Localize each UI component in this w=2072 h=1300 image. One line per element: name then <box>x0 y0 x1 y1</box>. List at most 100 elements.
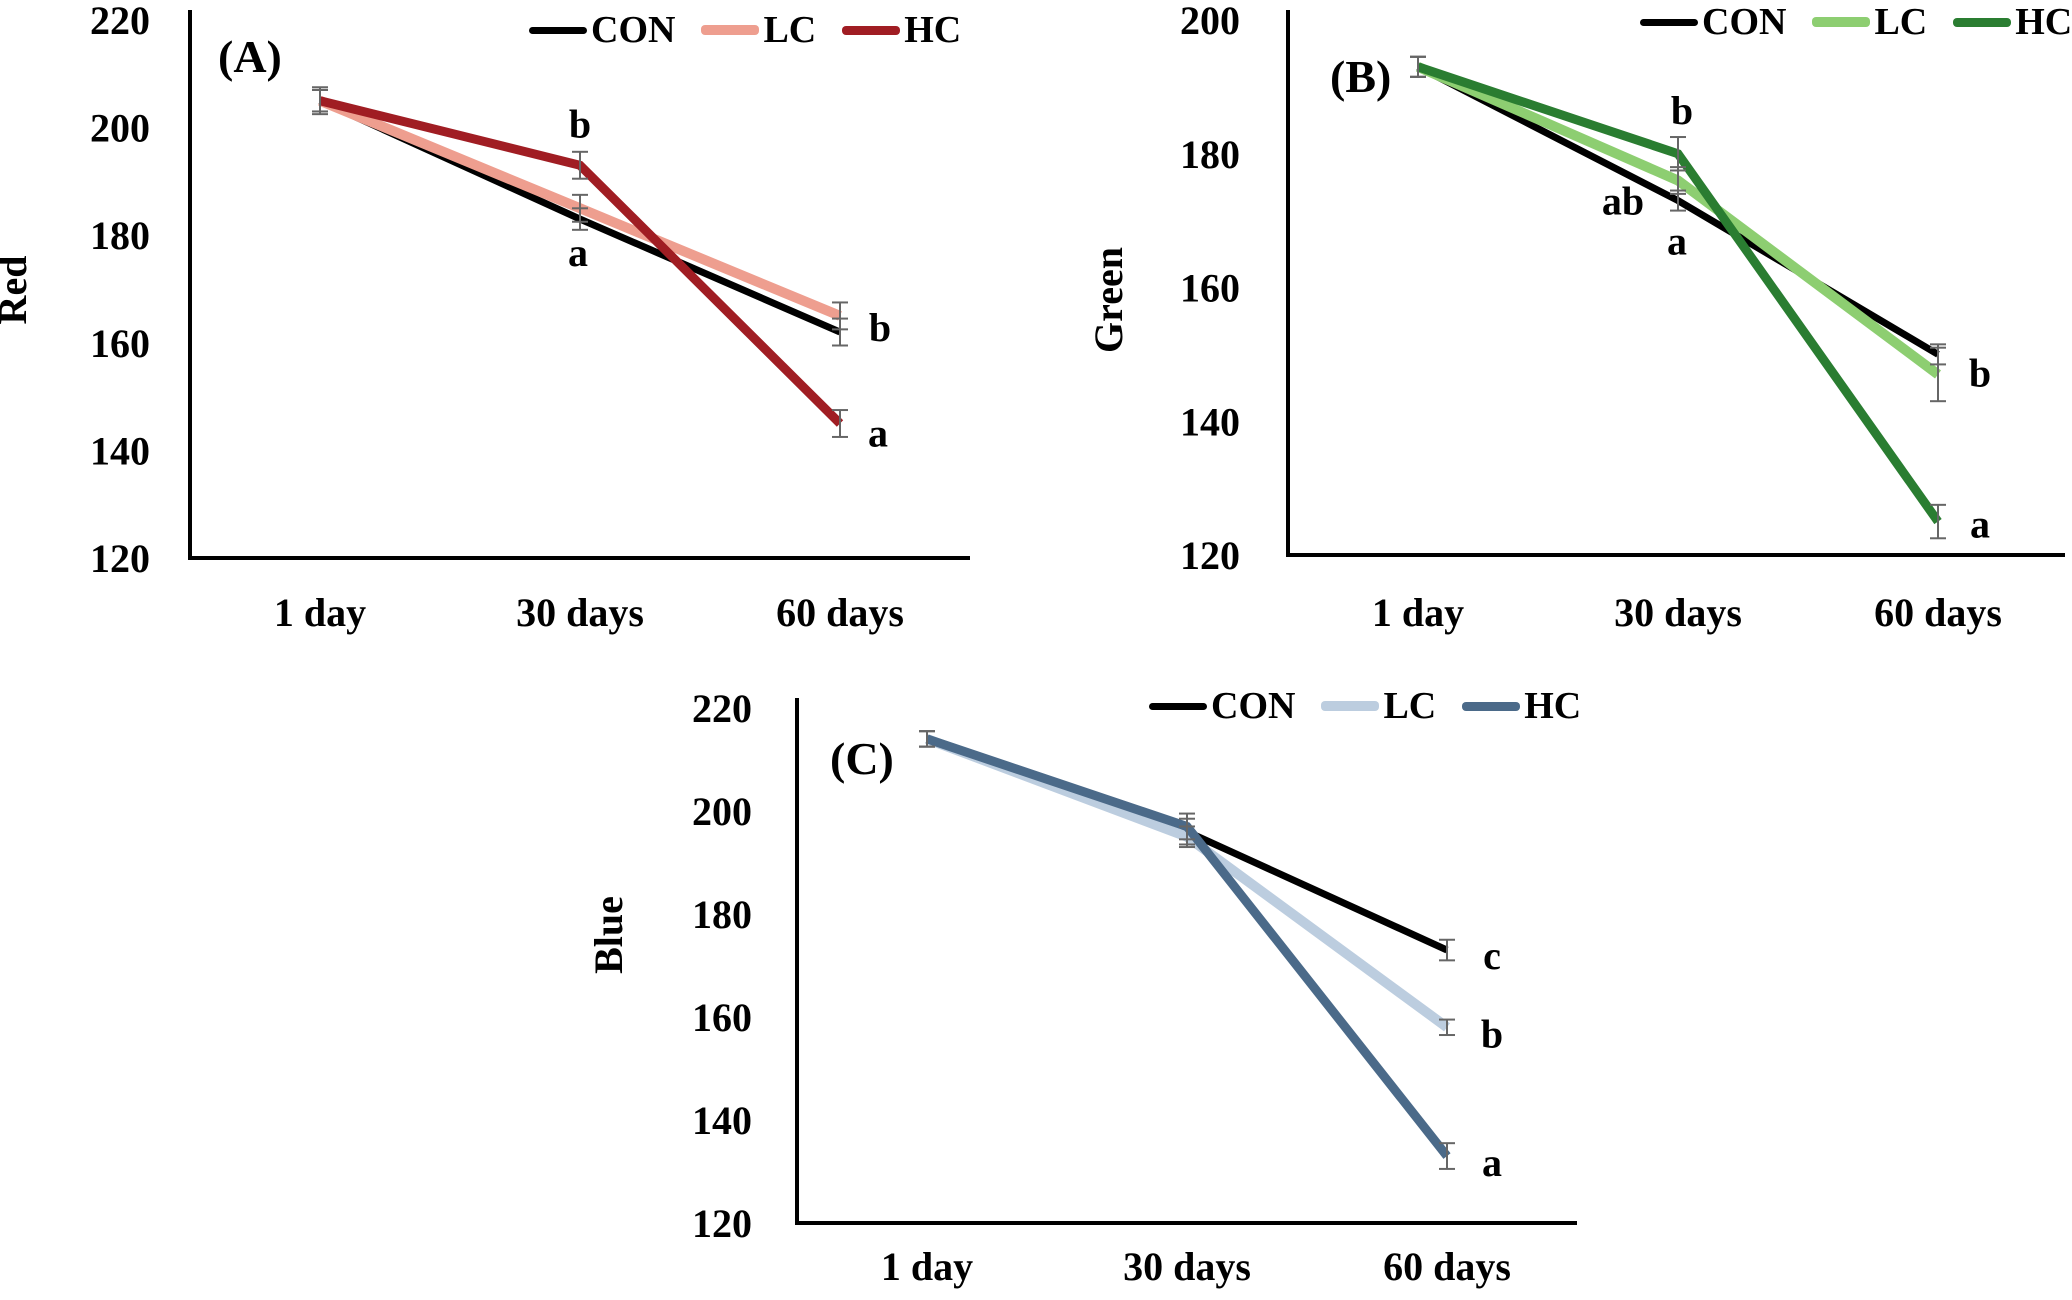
x-category-label: 60 days <box>1383 1244 1511 1289</box>
error-bar-CON-2 <box>1439 938 1455 962</box>
legend-item-CON: CON <box>1640 3 1786 41</box>
x-category-label: 1 day <box>1372 590 1464 635</box>
legend-label-HC: HC <box>2015 1 2072 43</box>
significance-letter: a <box>1667 219 1687 264</box>
x-category-label: 30 days <box>1614 590 1742 635</box>
y-tick-label: 160 <box>1180 266 1240 311</box>
y-axis-title: Green <box>1086 247 1131 353</box>
panel-letter: (B) <box>1330 51 1391 102</box>
legend-C: CON LC HC <box>1149 687 1581 725</box>
error-bar-HC-1 <box>572 150 588 180</box>
significance-letter: ab <box>1602 179 1644 224</box>
y-tick-label: 220 <box>90 0 150 43</box>
error-bar-HC-2 <box>1439 1142 1455 1170</box>
axis-lines <box>795 698 1577 1225</box>
legend-swatch-CON <box>1640 18 1698 26</box>
y-tick-label: 160 <box>692 995 752 1040</box>
legend-item-LC: LC <box>701 11 816 49</box>
x-category-label: 60 days <box>1874 590 2002 635</box>
chart-panel-red: 220 200 180 160 140 120 1 day 30 days 60 days Red… <box>0 0 1050 660</box>
error-bar-LC-2 <box>1439 1018 1455 1037</box>
x-category-label: 30 days <box>516 590 644 635</box>
chart-panel-green: 200 180 160 140 120 1 day 30 days 60 days Green (… <box>1050 0 2072 660</box>
panel-letter: (A) <box>218 31 282 82</box>
error-bar-LC-2 <box>832 301 848 331</box>
series-line-HC <box>1416 62 1942 525</box>
plot-area-A: 220 200 180 160 140 120 1 day 30 days 60 days Red… <box>0 0 970 635</box>
legend-swatch-HC <box>1953 17 2012 27</box>
legend-label-CON: CON <box>591 9 676 51</box>
significance-letter: b <box>1671 88 1693 133</box>
axis-lines <box>1286 10 2065 557</box>
y-tick-label: 120 <box>1180 533 1240 578</box>
error-bar-HC-0 <box>1410 55 1426 78</box>
y-tick-label: 140 <box>692 1098 752 1143</box>
y-axis-title: Blue <box>586 896 631 974</box>
y-tick-label: 140 <box>1180 399 1240 444</box>
error-bar-LC-2 <box>1930 346 1946 403</box>
legend-item-CON: CON <box>529 11 675 49</box>
legend-item-LC: LC <box>1321 687 1436 725</box>
legend-item-HC: HC <box>1953 3 2072 41</box>
legend-label-LC: LC <box>1874 1 1928 43</box>
error-bar-HC-1 <box>1179 812 1195 841</box>
significance-letter: b <box>869 305 891 350</box>
panel-letter: (C) <box>830 733 894 784</box>
plot-area-B: 200 180 160 140 120 1 day 30 days 60 days Green (… <box>1086 0 2065 635</box>
legend-label-HC: HC <box>904 9 962 51</box>
significance-letter: a <box>568 230 588 275</box>
legend-B: CON LC HC <box>1640 3 2072 41</box>
y-tick-label: 180 <box>692 892 752 937</box>
axis-lines <box>188 10 970 560</box>
y-tick-label: 140 <box>90 428 150 473</box>
x-category-label: 30 days <box>1123 1244 1251 1289</box>
legend-swatch-CON <box>529 26 587 34</box>
significance-letter: c <box>1483 933 1501 978</box>
y-tick-label: 220 <box>692 686 752 731</box>
error-bar-LC-1 <box>572 193 588 223</box>
error-bar-HC-2 <box>1930 503 1946 540</box>
significance-letter: b <box>1481 1011 1503 1056</box>
error-bar-HC-2 <box>832 409 848 438</box>
y-axis-title: Red <box>0 256 35 325</box>
plot-area-C: 220 200 180 160 140 120 1 day 30 days 60 days Blu… <box>586 686 1577 1289</box>
y-tick-label: 160 <box>90 321 150 366</box>
chart-panel-blue: 220 200 180 160 140 120 1 day 30 days 60 days Blu… <box>430 640 1670 1300</box>
legend-swatch-LC <box>701 25 760 35</box>
legend-A: CON LC HC <box>529 11 961 49</box>
legend-swatch-HC <box>842 25 901 35</box>
error-bar-HC-0 <box>312 88 328 113</box>
y-tick-label: 200 <box>90 106 150 151</box>
legend-item-HC: HC <box>1462 687 1581 725</box>
legend-swatch-HC <box>1462 701 1521 711</box>
x-category-label: 60 days <box>776 590 904 635</box>
y-tick-label: 180 <box>1180 132 1240 177</box>
legend-label-CON: CON <box>1211 685 1296 727</box>
significance-letter: b <box>569 101 591 146</box>
y-tick-label: 200 <box>692 789 752 834</box>
legend-swatch-LC <box>1321 701 1380 711</box>
significance-letter: a <box>1482 1140 1502 1185</box>
y-tick-label: 200 <box>1180 0 1240 43</box>
legend-label-CON: CON <box>1702 1 1787 43</box>
legend-label-HC: HC <box>1524 685 1582 727</box>
legend-swatch-CON <box>1149 702 1207 710</box>
legend-label-LC: LC <box>763 9 817 51</box>
error-bar-HC-1 <box>1670 136 1686 172</box>
significance-letter: a <box>1970 502 1990 547</box>
x-category-label: 1 day <box>881 1244 973 1289</box>
x-category-label: 1 day <box>274 590 366 635</box>
error-bar-HC-0 <box>919 730 935 748</box>
y-tick-label: 180 <box>90 213 150 258</box>
legend-swatch-LC <box>1812 17 1871 27</box>
legend-item-LC: LC <box>1812 3 1927 41</box>
series-line-LC <box>925 734 1450 1032</box>
legend-item-HC: HC <box>842 11 961 49</box>
y-tick-label: 120 <box>90 536 150 581</box>
series-line-HC <box>925 734 1451 1159</box>
y-tick-label: 120 <box>692 1201 752 1246</box>
significance-letter: b <box>1969 350 1991 395</box>
significance-letter: a <box>868 411 888 456</box>
legend-label-LC: LC <box>1383 685 1437 727</box>
